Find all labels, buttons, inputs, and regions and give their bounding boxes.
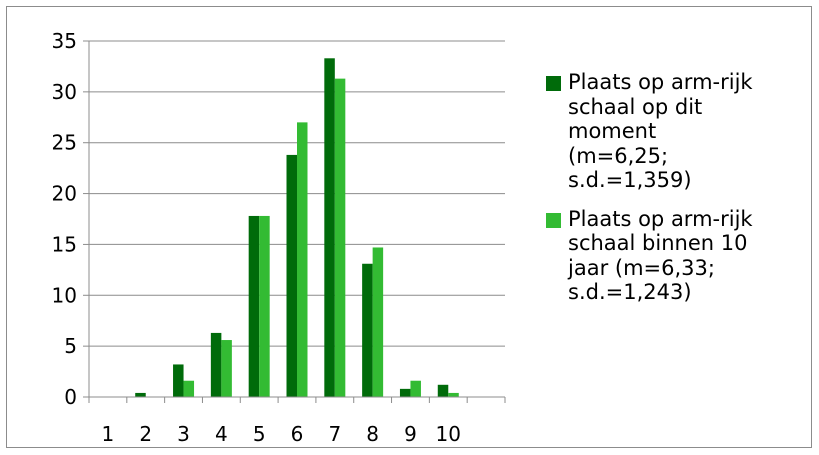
y-tick-labels: 0 5 10 15 20 25 30 35	[52, 29, 77, 409]
bar-series-2-5	[259, 215, 270, 397]
bar-series-2-8	[372, 247, 384, 397]
chart-area	[6, 6, 812, 448]
bar-series-1-5	[248, 215, 260, 397]
legend-label-series-1: Plaats op arm-rijk schaal op dit moment …	[568, 70, 753, 192]
x-tick-label-6: 6	[291, 422, 304, 446]
x-tick-label-3: 3	[177, 422, 190, 446]
x-tick-label-10: 10	[436, 422, 461, 446]
y-tick-label-10: 10	[52, 283, 77, 307]
y-tick-label-35: 35	[52, 29, 77, 53]
bars	[135, 58, 459, 398]
bar-series-1-10	[437, 384, 449, 397]
bar-series-1-4	[210, 332, 222, 397]
bar-series-1-7	[324, 58, 335, 397]
bar-series-1-8	[362, 263, 373, 397]
y-tick-label-15: 15	[52, 232, 77, 256]
bar-series-2-7	[334, 78, 346, 398]
x-tick-label-8: 8	[366, 422, 379, 446]
bar-series-1-9	[399, 388, 411, 397]
y-tick-label-0: 0	[64, 385, 77, 409]
y-tick-label-5: 5	[64, 334, 77, 358]
y-tick-label-25: 25	[52, 131, 77, 155]
legend: Plaats op arm-rijk schaal op dit moment …	[544, 70, 794, 319]
bar-series-2-3	[183, 380, 195, 397]
x-tick-label-4: 4	[215, 422, 228, 446]
bar-series-2-6	[297, 122, 308, 397]
bar-series-2-9	[410, 380, 421, 397]
bar-series-1-6	[286, 154, 297, 397]
axes	[88, 41, 506, 403]
bar-series-1-3	[173, 364, 184, 397]
x-tick-label-1: 1	[102, 422, 115, 446]
x-tick-label-2: 2	[139, 422, 152, 446]
x-tick-label-9: 9	[404, 422, 417, 446]
bar-series-1-2	[135, 392, 146, 397]
legend-item-series-2: Plaats op arm-rijk schaal binnen 10 jaar…	[544, 207, 794, 305]
x-tick-labels: 1 2 3 4 5 6 7 8 9 10	[102, 422, 461, 446]
y-tick-label-30: 30	[52, 80, 77, 104]
x-tick-label-5: 5	[253, 422, 266, 446]
y-tick-label-20: 20	[52, 182, 77, 206]
bar-series-2-10	[448, 392, 459, 397]
bar-series-2-4	[221, 340, 232, 397]
legend-item-series-1: Plaats op arm-rijk schaal op dit moment …	[544, 70, 794, 193]
x-tick-label-7: 7	[328, 422, 341, 446]
legend-swatch-series-1	[546, 76, 561, 91]
legend-label-series-2: Plaats op arm-rijk schaal binnen 10 jaar…	[568, 206, 753, 305]
legend-swatch-series-2	[546, 212, 561, 228]
